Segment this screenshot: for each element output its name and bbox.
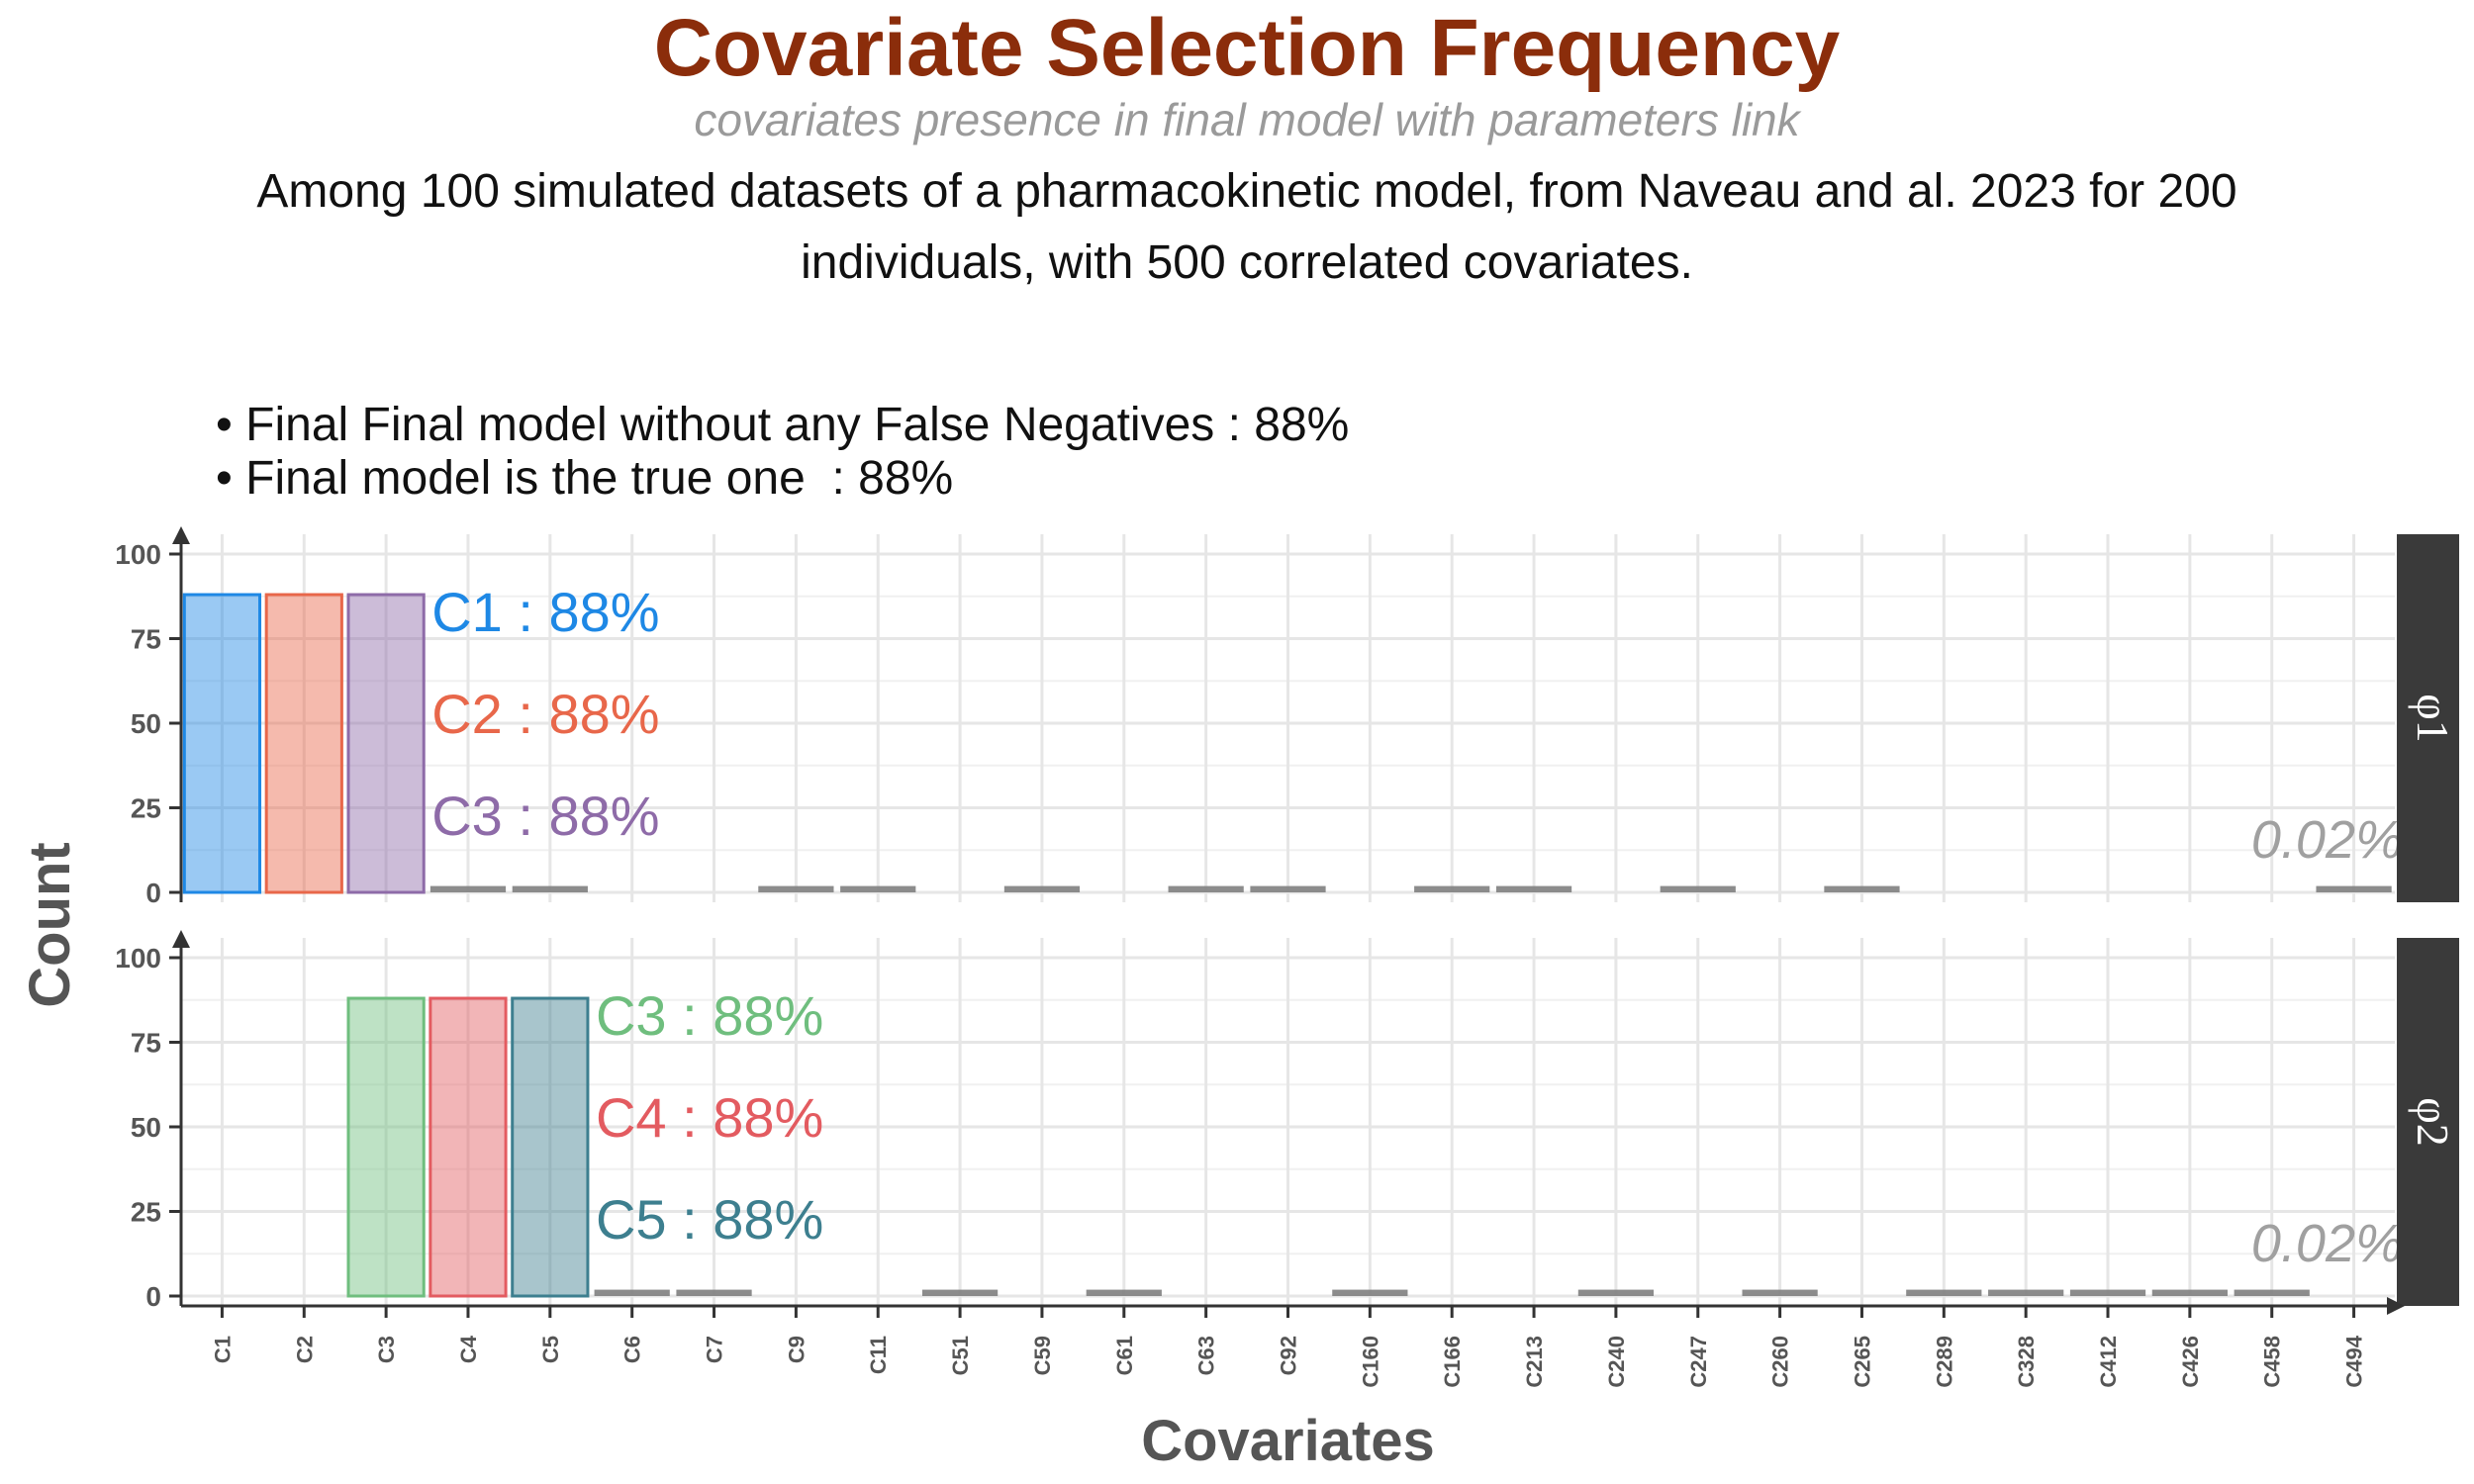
x-tick-label: C7	[703, 1336, 727, 1363]
summary-bullet: • Final model is the true one : 88%	[216, 452, 954, 505]
bar-c92	[1250, 885, 1326, 892]
bar-c247	[1660, 885, 1736, 892]
panel-note: 0.02%	[2251, 810, 2403, 870]
bar-c426	[2151, 1289, 2228, 1296]
x-tick-label: C11	[866, 1336, 891, 1374]
facet-label: φ1	[2408, 694, 2458, 743]
x-tick-label: C458	[2260, 1336, 2285, 1388]
caption-line: Among 100 simulated datasets of a pharma…	[256, 165, 2237, 218]
y-tick-label: 0	[145, 878, 161, 908]
bar-annotation: C5 : 88%	[596, 1188, 823, 1251]
x-tick-label: C4	[456, 1335, 481, 1363]
x-tick-label: C2	[292, 1336, 317, 1363]
x-tick-label: C61	[1112, 1336, 1137, 1375]
x-axis-arrow	[2387, 1297, 2405, 1315]
x-tick-label: C289	[1932, 1336, 1956, 1388]
x-axis-title: Covariates	[1141, 1409, 1435, 1473]
x-tick-label: C92	[1277, 1336, 1301, 1375]
bar-c3	[346, 996, 426, 1298]
y-axis-arrow	[172, 526, 190, 544]
x-tick-label: C494	[2342, 1335, 2367, 1387]
panel-note: 0.02%	[2251, 1214, 2403, 1273]
x-tick-label: C6	[620, 1336, 645, 1363]
x-tick-label: C426	[2178, 1336, 2203, 1388]
bar-c5	[512, 885, 588, 892]
x-tick-label: C51	[948, 1336, 973, 1375]
bar-c6	[594, 1289, 670, 1296]
bar-c11	[840, 885, 916, 892]
caption-line: individuals, with 500 correlated covaria…	[801, 236, 1693, 289]
x-tick-label: C3	[374, 1336, 399, 1363]
bar-c240	[1577, 1289, 1655, 1296]
bar-c494	[2316, 885, 2392, 892]
bar-c1	[182, 593, 262, 894]
bar-c63	[1168, 885, 1244, 892]
y-tick-label: 25	[131, 793, 161, 824]
bar-c3	[346, 593, 426, 894]
y-tick-label: 100	[115, 943, 161, 974]
x-tick-label: C247	[1686, 1336, 1711, 1388]
y-axis-arrow	[172, 930, 190, 948]
bar-c51	[921, 1289, 999, 1296]
facet-label: φ2	[2408, 1097, 2458, 1147]
bar-c260	[1742, 1289, 1818, 1296]
bar-annotation: C3 : 88%	[431, 785, 659, 847]
y-tick-label: 75	[131, 1028, 161, 1059]
bar-c412	[2069, 1289, 2146, 1296]
bar-c61	[1086, 1289, 1162, 1296]
chart-title: Covariate Selection Frequency	[653, 3, 1841, 93]
bar-c59	[1003, 885, 1081, 892]
bar-c328	[1988, 1289, 2064, 1296]
facet-strip	[2397, 938, 2459, 1306]
y-axis-title: Count	[18, 842, 82, 1008]
bar-c4	[429, 885, 507, 892]
y-tick-label: 75	[131, 624, 161, 655]
x-tick-label: C240	[1604, 1336, 1629, 1388]
x-tick-label: C9	[784, 1336, 809, 1363]
bar-c5	[511, 996, 590, 1298]
bar-annotation: C1 : 88%	[431, 581, 659, 643]
y-tick-label: 0	[145, 1281, 161, 1312]
y-tick-label: 50	[131, 708, 161, 739]
x-tick-label: C59	[1030, 1336, 1055, 1375]
y-tick-label: 25	[131, 1197, 161, 1228]
x-tick-label: C5	[538, 1336, 563, 1363]
bar-annotation: C3 : 88%	[596, 984, 823, 1047]
bar-c289	[1906, 1289, 1982, 1296]
bar-annotation: C4 : 88%	[596, 1086, 823, 1149]
bar-c265	[1824, 885, 1900, 892]
chart-subtitle: covariates presence in final model with …	[694, 94, 1800, 145]
bar-c458	[2234, 1289, 2310, 1296]
x-tick-label: C260	[1768, 1336, 1793, 1388]
x-tick-label: C63	[1194, 1336, 1219, 1375]
x-tick-label: C166	[1440, 1336, 1465, 1388]
bar-c213	[1495, 885, 1572, 892]
summary-bullet: • Final Final model without any False Ne…	[216, 399, 1350, 451]
chart-caption: Among 100 simulated datasets of a pharma…	[0, 156, 2474, 299]
x-tick-label: C265	[1850, 1336, 1874, 1388]
y-tick-label: 50	[131, 1112, 161, 1143]
bar-c9	[758, 885, 834, 892]
bar-c160	[1332, 1289, 1408, 1296]
x-tick-label: C328	[2014, 1336, 2039, 1388]
x-tick-label: C1	[210, 1336, 235, 1363]
bar-annotation: C2 : 88%	[431, 683, 659, 745]
facet-strip	[2397, 534, 2459, 902]
y-tick-label: 100	[115, 539, 161, 570]
x-tick-label: C213	[1522, 1336, 1547, 1388]
bar-c166	[1414, 885, 1490, 892]
x-tick-label: C160	[1358, 1336, 1382, 1388]
bar-c2	[264, 593, 343, 894]
bar-c7	[676, 1289, 752, 1296]
bar-c4	[428, 996, 508, 1298]
x-tick-label: C412	[2096, 1336, 2121, 1388]
